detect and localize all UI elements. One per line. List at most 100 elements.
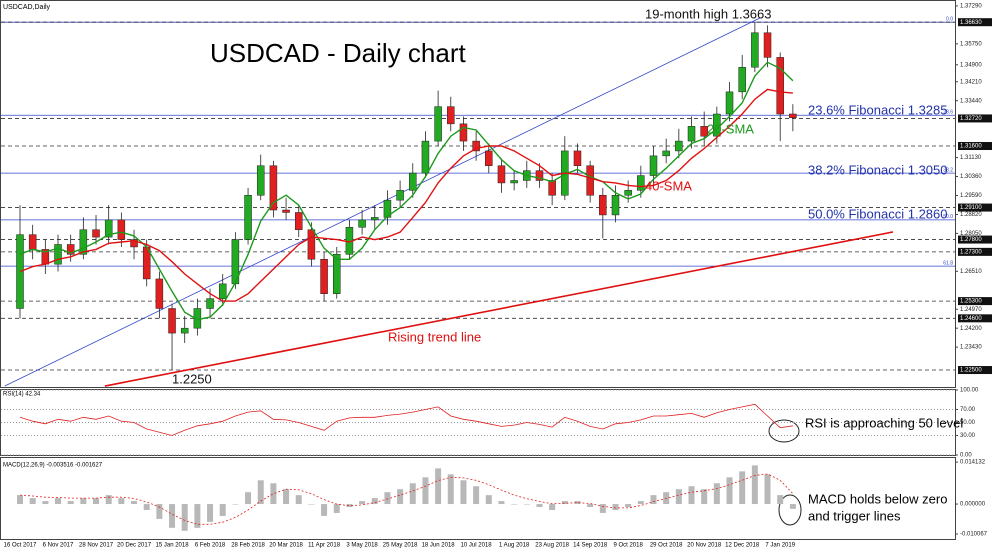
candle-body — [307, 229, 316, 260]
macd-bar — [283, 489, 290, 505]
macd-bar — [789, 504, 796, 509]
candle-body — [282, 209, 290, 213]
candle-body — [218, 283, 227, 299]
price-panel — [0, 0, 956, 388]
y-tick-label: 0.000000 — [960, 502, 986, 508]
x-tick-label: 20 Dec 2017 — [117, 543, 152, 549]
macd-bar — [232, 504, 239, 505]
macd-bar — [650, 495, 657, 505]
level-box — [958, 142, 992, 151]
y-tick-label: 1.34210 — [960, 79, 982, 85]
macd-bar — [599, 504, 606, 513]
macd-bar — [409, 483, 416, 505]
macd-bar — [460, 480, 467, 505]
candle-body — [371, 217, 379, 221]
level-label: 1.36630 — [960, 20, 982, 26]
candle-body — [472, 140, 480, 152]
y-tick-label: 0.014132 — [960, 460, 986, 466]
macd-bar — [359, 501, 366, 505]
macd-bar — [637, 501, 644, 505]
macd-bar — [574, 501, 581, 505]
macd-bar — [397, 489, 404, 505]
macd-bar — [726, 477, 733, 505]
candle-body — [599, 194, 607, 216]
level-box — [958, 203, 992, 212]
annotation: 38.2% Fibonacci 1.3050 — [808, 162, 947, 177]
macd-bar — [739, 471, 746, 505]
y-tick-label: 1.29590 — [960, 193, 982, 199]
annotation: MACD holds below zero — [808, 491, 947, 506]
candle-body — [358, 219, 366, 228]
x-tick-label: 1 Aug 2018 — [499, 543, 530, 549]
y-tick-label: 1.34900 — [960, 62, 982, 68]
candle-body — [79, 229, 88, 255]
y-tick-label: 1.28050 — [960, 231, 982, 237]
macd-bar — [131, 501, 138, 505]
candle-body — [789, 113, 797, 118]
macd-circle — [778, 494, 802, 526]
sma-label: 40-SMA — [645, 178, 692, 193]
x-tick-label: 28 Feb 2018 — [231, 543, 265, 549]
level-label: 1.24600 — [960, 316, 982, 322]
candle-body — [751, 32, 759, 68]
x-tick-label: 12 Dec 2018 — [725, 543, 760, 549]
level-label: 1.32720 — [960, 116, 982, 122]
rsi-circle — [768, 419, 800, 443]
level-box — [958, 247, 992, 256]
macd-bar — [333, 504, 340, 513]
y-tick-label: 100.00 — [960, 388, 979, 394]
macd-bar — [688, 486, 695, 505]
candle-body — [117, 219, 126, 240]
y-tick-label: 1.30360 — [960, 174, 982, 180]
fibonacci-ratio: 23.6 — [943, 110, 953, 116]
candle-body — [725, 91, 734, 115]
macd-bar — [536, 504, 543, 508]
macd-bar — [498, 501, 505, 505]
candle-body — [637, 175, 645, 191]
candle-body — [333, 254, 341, 294]
macd-bar — [93, 498, 100, 505]
y-tick-label: 1.35750 — [960, 41, 982, 47]
level-label: 1.29100 — [960, 205, 982, 211]
level-box — [958, 366, 992, 375]
y-tick-label: 1.37290 — [960, 4, 982, 10]
candle-body — [256, 165, 265, 196]
macd-bar — [751, 465, 758, 505]
chart-title: USDCAD - Daily chart — [210, 38, 466, 68]
macd-bar — [523, 504, 530, 505]
candle-body — [611, 194, 620, 216]
y-tick-label: 1.23430 — [960, 345, 982, 351]
macd-bar — [118, 498, 125, 505]
sma-line — [19, 61, 794, 321]
candle-body — [294, 212, 303, 230]
x-tick-label: 9 Oct 2018 — [613, 543, 643, 549]
y-tick-label: 1.24200 — [960, 326, 982, 332]
macd-bar — [270, 483, 277, 505]
macd-panel — [0, 457, 956, 540]
y-tick-label: 1.26510 — [960, 269, 982, 275]
macd-bar — [764, 474, 771, 505]
candle-body — [383, 199, 392, 218]
y-tick-label: 0.00 — [960, 453, 972, 459]
macd-bar — [612, 504, 619, 510]
annotation: 50.0% Fibonacci 1.2860 — [808, 206, 947, 221]
panel-title: MACD(12,26,9) -0.003516 -0.001627 — [3, 463, 103, 469]
annotation: 1.2250 — [172, 371, 212, 386]
x-tick-label: 6 Feb 2018 — [195, 543, 226, 549]
macd-bar — [473, 486, 480, 505]
candle-body — [180, 327, 189, 334]
macd-bar — [219, 504, 226, 516]
macd-bar — [422, 477, 429, 505]
candle-body — [320, 259, 328, 294]
macd-bar — [257, 480, 264, 505]
x-tick-label: 15 Jan 2018 — [156, 543, 190, 549]
macd-bar — [245, 492, 252, 505]
candle-body — [624, 190, 632, 196]
annotation: RSI is approaching 50 level — [805, 415, 963, 430]
macd-bar — [80, 498, 87, 505]
candle-body — [155, 278, 164, 309]
y-tick-label: 1.31130 — [960, 155, 982, 161]
macd-bar — [105, 495, 112, 505]
x-tick-label: 23 Aug 2018 — [535, 543, 569, 549]
candle-body — [66, 244, 75, 255]
